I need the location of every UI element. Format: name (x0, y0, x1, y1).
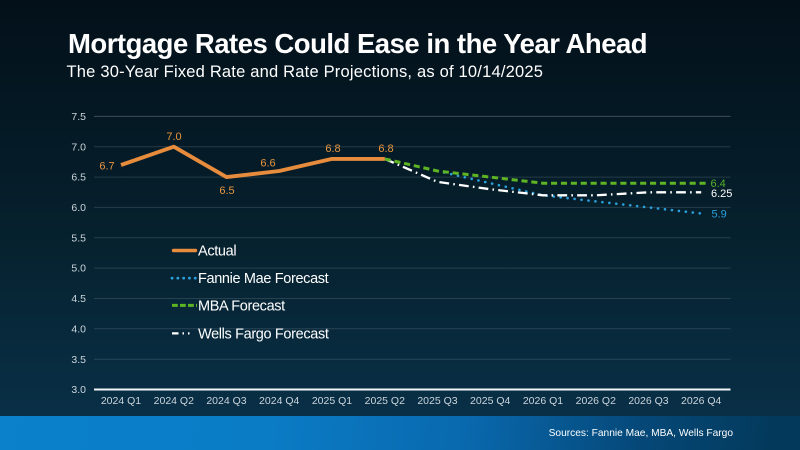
svg-text:2025 Q4: 2025 Q4 (470, 395, 510, 407)
svg-text:2024 Q3: 2024 Q3 (206, 395, 246, 407)
svg-text:2026 Q3: 2026 Q3 (628, 395, 668, 407)
svg-text:3.0: 3.0 (71, 384, 86, 396)
svg-text:Fannie Mae Forecast: Fannie Mae Forecast (198, 271, 329, 287)
svg-text:5.0: 5.0 (71, 263, 86, 275)
svg-text:2025 Q3: 2025 Q3 (417, 395, 457, 407)
svg-text:2025 Q2: 2025 Q2 (365, 395, 405, 407)
svg-text:2024 Q2: 2024 Q2 (154, 395, 194, 407)
svg-text:5.9: 5.9 (712, 208, 727, 220)
svg-text:2025 Q1: 2025 Q1 (312, 395, 352, 407)
svg-text:7.0: 7.0 (166, 131, 181, 143)
svg-text:2026 Q4: 2026 Q4 (681, 395, 721, 407)
svg-text:2026 Q2: 2026 Q2 (576, 395, 616, 407)
svg-text:2024 Q4: 2024 Q4 (259, 395, 299, 407)
svg-text:Actual: Actual (198, 244, 236, 260)
svg-text:7.5: 7.5 (71, 111, 86, 123)
svg-text:2024 Q1: 2024 Q1 (101, 395, 141, 407)
svg-text:5.5: 5.5 (71, 232, 86, 244)
svg-text:6.5: 6.5 (71, 172, 86, 184)
svg-text:4.0: 4.0 (71, 323, 86, 335)
svg-text:6.0: 6.0 (71, 202, 86, 214)
svg-text:6.25: 6.25 (711, 188, 732, 200)
svg-text:6.8: 6.8 (378, 143, 393, 155)
svg-text:6.4: 6.4 (711, 178, 726, 190)
svg-text:2026 Q1: 2026 Q1 (523, 395, 563, 407)
svg-text:6.6: 6.6 (260, 157, 275, 169)
svg-text:6.8: 6.8 (325, 143, 340, 155)
svg-text:7.0: 7.0 (71, 141, 86, 153)
svg-text:Wells Fargo Forecast: Wells Fargo Forecast (198, 327, 329, 343)
svg-text:6.5: 6.5 (219, 185, 234, 197)
svg-text:6.7: 6.7 (99, 160, 114, 172)
svg-text:MBA Forecast: MBA Forecast (198, 299, 285, 315)
svg-text:4.5: 4.5 (71, 293, 86, 305)
svg-text:3.5: 3.5 (71, 354, 86, 366)
